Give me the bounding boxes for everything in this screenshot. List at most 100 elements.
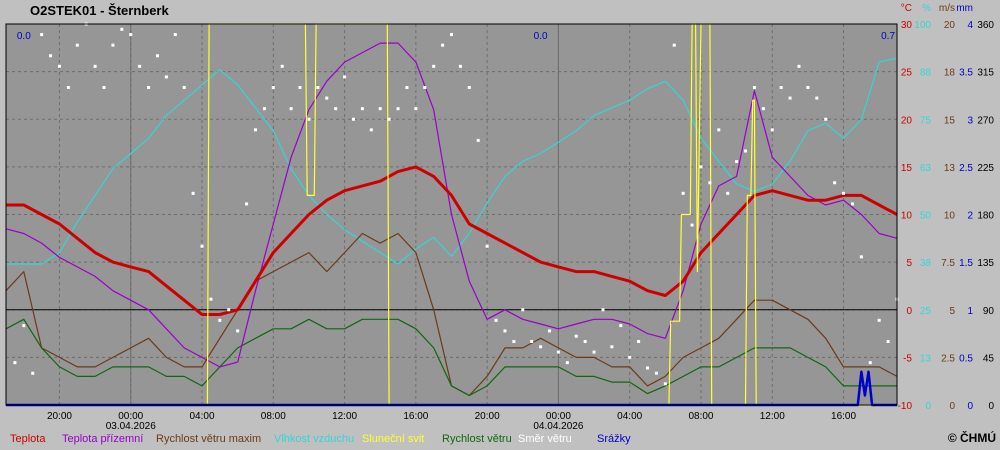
wind-direction-point bbox=[369, 128, 373, 132]
wind-direction-point bbox=[40, 33, 44, 37]
axis-tick-label: 63 bbox=[920, 163, 932, 174]
axis-tick-label: 0 bbox=[949, 401, 955, 412]
wind-direction-point bbox=[155, 54, 159, 58]
wind-direction-point bbox=[503, 329, 507, 333]
axis-tick-label: 50 bbox=[920, 211, 932, 222]
wind-direction-point bbox=[182, 86, 186, 89]
wind-direction-point bbox=[619, 324, 623, 328]
wind-direction-point bbox=[681, 191, 685, 195]
wind-direction-point bbox=[405, 86, 409, 89]
wind-direction-point bbox=[414, 107, 418, 111]
legend-item-teplota: Teplota bbox=[10, 433, 46, 445]
legend-item-rychlost: Rychlost větru bbox=[442, 433, 512, 445]
axis-tick-label: 75 bbox=[920, 115, 932, 126]
wind-direction-point bbox=[298, 86, 302, 89]
wind-direction-point bbox=[218, 318, 222, 322]
axis-tick-label: 3.5 bbox=[959, 68, 973, 79]
wind-direction-point bbox=[868, 361, 872, 365]
wind-direction-point bbox=[850, 202, 854, 206]
legend-item-rychlost_max: Rychlost větru maxim bbox=[156, 433, 262, 445]
plot-frame bbox=[5, 23, 898, 406]
axis-tick-label: 38 bbox=[920, 258, 932, 269]
axis-tick-label: 45 bbox=[983, 353, 995, 364]
x-tick-label: 00:00 bbox=[546, 411, 571, 422]
axis-tick-label: 25 bbox=[920, 306, 932, 317]
wind-direction-point bbox=[512, 340, 516, 343]
daily-precip-label: 0.0 bbox=[17, 31, 31, 42]
legend-item-srazky: Srážky bbox=[597, 433, 631, 445]
wind-direction-point bbox=[556, 350, 560, 354]
legend-item-slunecni_svit: Sluneční svit bbox=[362, 433, 425, 445]
axis-tick-label: 7.5 bbox=[941, 258, 955, 269]
wind-direction-point bbox=[583, 340, 587, 343]
wind-direction-point bbox=[476, 138, 480, 142]
wind-direction-point bbox=[770, 128, 774, 132]
wind-direction-point bbox=[735, 160, 739, 164]
axis-tick-label: 0.5 bbox=[959, 353, 973, 364]
wind-direction-point bbox=[253, 128, 257, 132]
axis-tick-label: 0 bbox=[988, 401, 994, 412]
series-line-rychlost bbox=[5, 318, 897, 397]
axis-tick-label: 25 bbox=[901, 68, 913, 79]
wind-direction-point bbox=[548, 329, 552, 333]
wind-direction-point bbox=[280, 64, 284, 68]
wind-direction-point bbox=[271, 86, 275, 89]
wind-direction-point bbox=[57, 64, 61, 68]
axis-tick-label: 2 bbox=[967, 211, 973, 222]
wind-direction-point bbox=[646, 366, 650, 370]
wind-direction-point bbox=[628, 355, 632, 359]
chart-svg: 0.0 0.0 0.7302520151050-5-10°C100887563503… bbox=[5, 3, 995, 430]
wind-direction-point bbox=[779, 86, 783, 89]
axis-tick-label: 180 bbox=[977, 211, 994, 222]
wind-direction-point bbox=[494, 318, 498, 322]
axis-tick-label: 20 bbox=[901, 115, 913, 126]
wind-direction-point bbox=[138, 64, 142, 68]
axis-tick-label: 1.5 bbox=[959, 258, 973, 269]
wind-direction-point bbox=[432, 64, 436, 68]
daily-precip-label: 0.0 bbox=[534, 31, 548, 42]
wind-direction-point bbox=[521, 308, 525, 312]
axis-tick-label: -5 bbox=[903, 353, 912, 364]
wind-direction-point bbox=[752, 86, 756, 89]
axis-unit-label: m/s bbox=[939, 3, 955, 14]
wind-direction-point bbox=[842, 191, 846, 195]
wind-direction-point bbox=[147, 86, 151, 89]
wind-direction-point bbox=[236, 329, 240, 333]
axis-tick-label: 100 bbox=[914, 20, 931, 31]
wind-direction-point bbox=[672, 43, 676, 47]
axis-tick-label: 5 bbox=[906, 258, 912, 269]
wind-direction-point bbox=[227, 308, 231, 312]
axis-tick-label: 15 bbox=[944, 115, 956, 126]
wind-direction-point bbox=[75, 43, 79, 47]
wind-direction-point bbox=[93, 64, 97, 68]
axis-tick-label: 5 bbox=[949, 306, 955, 317]
axis-tick-label: 315 bbox=[977, 68, 994, 79]
axis-tick-label: 360 bbox=[977, 20, 994, 31]
legend-item-smer: Směr větru bbox=[518, 433, 572, 445]
x-tick-label: 04:00 bbox=[190, 411, 215, 422]
wind-direction-point bbox=[877, 318, 881, 322]
axis-tick-label: 10 bbox=[944, 211, 956, 222]
wind-direction-point bbox=[245, 202, 249, 206]
wind-direction-point bbox=[450, 33, 453, 37]
x-tick-label: 20:00 bbox=[47, 411, 72, 422]
wind-direction-point bbox=[806, 86, 810, 89]
wind-direction-point bbox=[761, 107, 765, 111]
axis-tick-label: 0 bbox=[906, 306, 912, 317]
series-line-teplota_prizemni bbox=[5, 42, 898, 368]
wind-direction-point bbox=[129, 33, 133, 37]
legend-item-vlhkost: Vlhkost vzduchu bbox=[274, 433, 355, 445]
wind-direction-point bbox=[120, 27, 124, 31]
axis-tick-label: 10 bbox=[901, 211, 913, 222]
axis-tick-label: 88 bbox=[920, 68, 932, 79]
wind-direction-point bbox=[458, 64, 462, 68]
axis-tick-label: 90 bbox=[983, 306, 995, 317]
wind-direction-point bbox=[539, 345, 543, 349]
x-tick-label: 04:00 bbox=[617, 411, 642, 422]
wind-direction-point bbox=[307, 117, 311, 121]
x-tick-label: 12:00 bbox=[760, 411, 785, 422]
wind-direction-point bbox=[824, 117, 828, 121]
x-tick-label: 08:00 bbox=[688, 411, 713, 422]
axis-tick-label: 15 bbox=[901, 163, 913, 174]
